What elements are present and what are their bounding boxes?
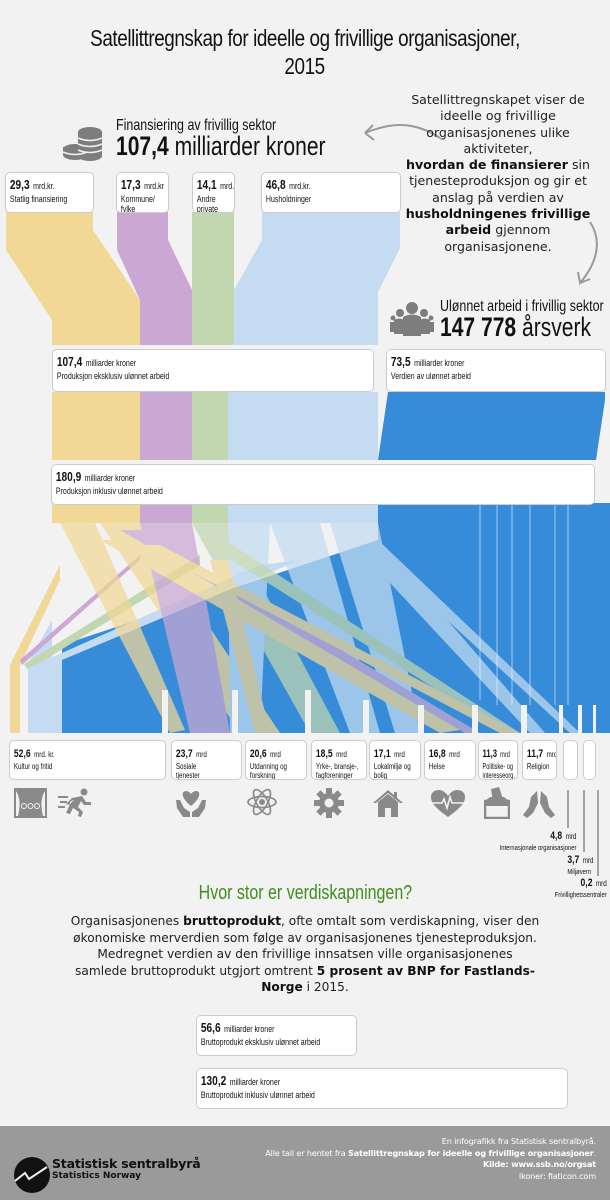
activity-box-health: 16,8 mrd Helse <box>424 740 476 780</box>
activity-box-unions: 18,5 mrd Yrke-, bransje-, fagforeninger <box>311 740 367 780</box>
activity-box-education: 20,6 mrd Utdanning og forskning <box>245 740 307 780</box>
flow-households <box>234 212 400 345</box>
footer-credits: En infografikk fra Statistisk sentralbyr… <box>265 1136 596 1181</box>
financing-headline: Finansiering av frivillig sektor 107,4 m… <box>116 117 326 161</box>
production-excl-box: 107,4 milliarder kroner Produksjon eksklu… <box>52 349 374 392</box>
unpaid-headline: Ulønnet arbeid i frivillig sektor 147 77… <box>440 298 604 342</box>
flow-private <box>192 212 234 345</box>
title-line-2: 2015 <box>284 53 326 79</box>
theater-icon <box>14 788 47 818</box>
house-icon <box>373 790 403 817</box>
coins-icon <box>62 127 103 161</box>
unpaid-value-box: 73,5 milliarder kroner Verdien av ulønnet… <box>386 349 606 392</box>
source-box-households: 46,8 mrd.kr. Husholdninger <box>261 172 401 213</box>
people-icon <box>390 302 434 336</box>
gdp-excl-box: 56,6 milliarder kroner Bruttoprodukt eksk… <box>196 1015 357 1056</box>
minor-activity-volunteer-centers: 0,2 mrd Frivillighetssentraler <box>554 877 607 899</box>
value-creation-title: Hvor stor er verdiskapningen? <box>198 882 412 904</box>
heartbeat-icon <box>431 790 465 817</box>
ssb-logo-text: Statistisk sentralbyrå Statistics Norway <box>52 1156 201 1181</box>
footer <box>0 1126 610 1200</box>
minor-activity-international: 4,8 mrd Internasjonale organisasjoner <box>499 830 576 852</box>
curved-arrow-down <box>577 221 598 286</box>
value-creation-text: Organisasjonenes bruttoprodukt, ofte omt… <box>70 914 540 994</box>
atom-icon <box>247 788 277 816</box>
flow-municipal <box>117 212 192 345</box>
title-line-1: Satellittregnskap for ideelle og frivill… <box>90 25 520 51</box>
source-link[interactable]: Kilde: www.ssb.no/orgsat <box>483 1159 596 1169</box>
activity-box-social: 23,7 mrd Sosiale tjenester <box>171 740 242 780</box>
activity-box-political: 11,3 mrd Politiske- og interesseorg. <box>478 740 518 780</box>
flow-unpaid <box>378 392 605 460</box>
production-incl-box: 180,9 milliarder kroner Produksjon inklus… <box>51 464 595 505</box>
source-box-state: 29,3 mrd.kr. Statlig finansiering <box>5 172 94 213</box>
source-box-private: 14,1 mrd. Andre private <box>192 172 235 213</box>
gear-icon <box>314 788 344 818</box>
activity-box-local: 17,1 mrd Lokalmiljø og bolig <box>369 740 421 780</box>
activity-box-culture: 52,6 mrd. kr. Kultur og fritid <box>9 740 166 780</box>
intro-text: Satellittregnskapet viser de ideelle og … <box>405 92 591 254</box>
activity-box-religion: 11,7 mrd Religion <box>522 740 557 780</box>
ssb-logo-icon <box>14 1157 50 1193</box>
page-title: Satellittregnskap for ideelle og frivill… <box>0 24 610 80</box>
praying-hands-icon <box>523 791 555 818</box>
source-box-municipal: 17,3 mrd.kr Kommune/ fylke <box>116 172 169 213</box>
gdp-incl-box: 130,2 milliarder kroner Bruttoprodukt ink… <box>196 1068 568 1109</box>
heart-hands-icon <box>176 791 206 817</box>
flow-state <box>6 212 140 345</box>
runner-icon <box>58 788 91 817</box>
activity-box-international <box>563 740 578 780</box>
curved-arrow-left <box>364 124 441 141</box>
activity-box-environment <box>583 740 596 780</box>
ballot-box-icon <box>484 787 510 819</box>
minor-activity-environment: 3,7 mrd Miljøvern <box>567 854 594 876</box>
